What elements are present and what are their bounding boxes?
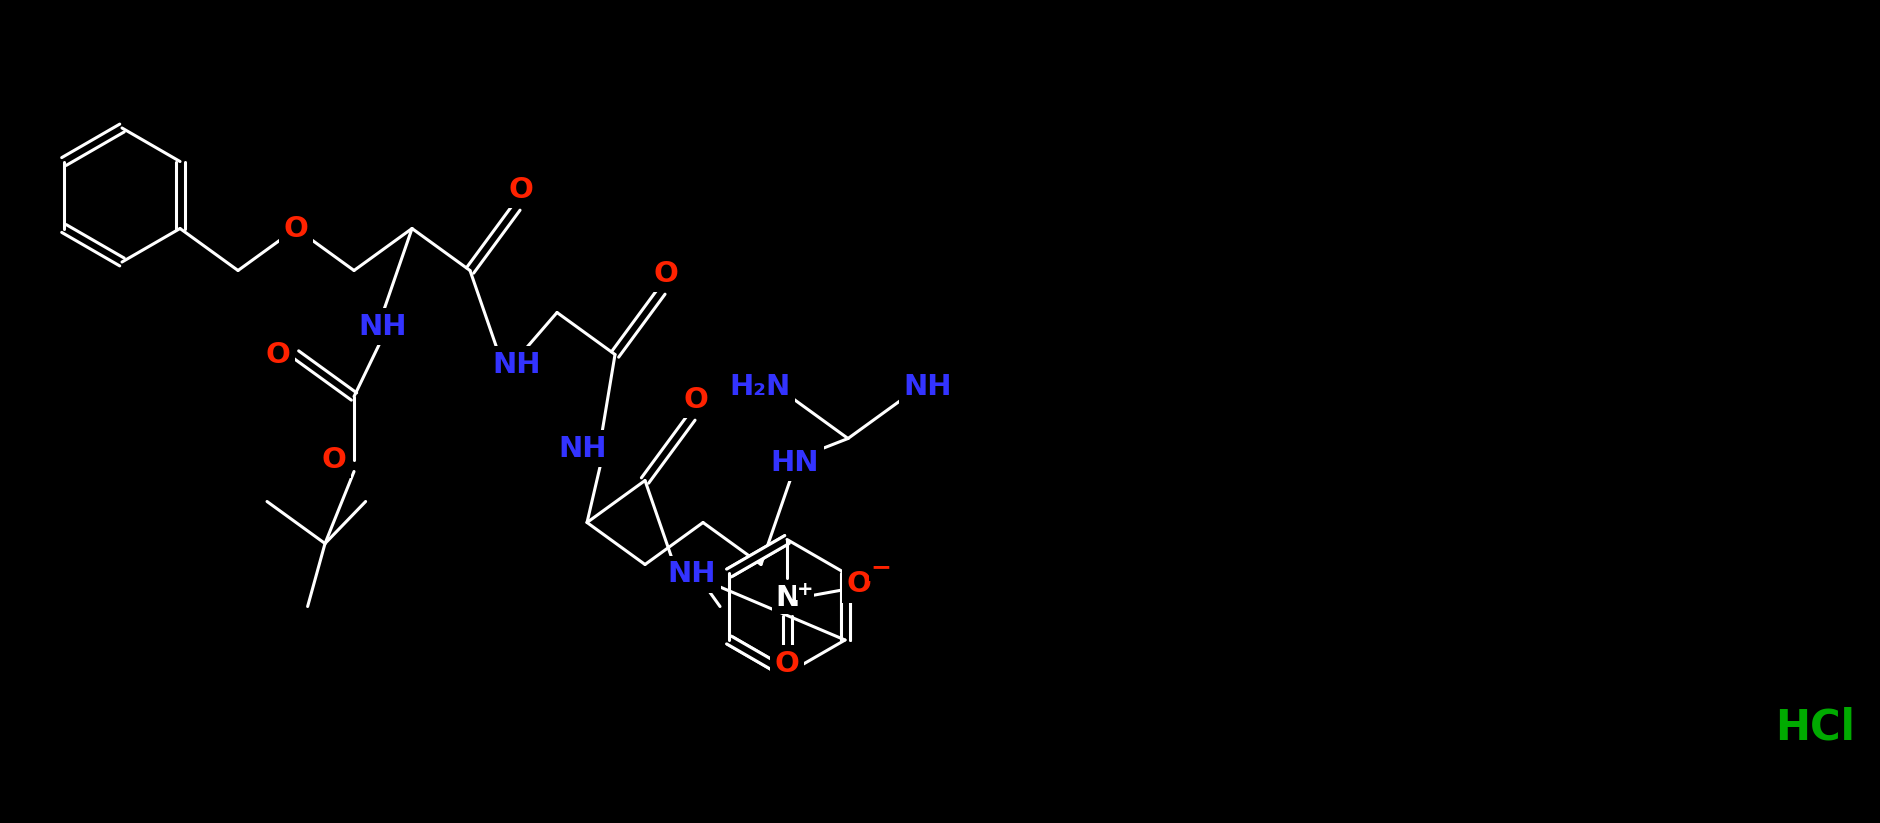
Text: NH: NH	[667, 560, 716, 588]
Text: +: +	[797, 580, 812, 599]
Text: O: O	[654, 259, 679, 287]
Text: O: O	[284, 215, 308, 243]
Text: NH: NH	[493, 351, 541, 379]
Text: NH: NH	[902, 373, 951, 401]
Text: O: O	[684, 385, 709, 413]
Text: HN: HN	[771, 449, 820, 477]
Text: N: N	[775, 584, 799, 611]
Text: O: O	[846, 570, 870, 598]
Text: −: −	[870, 556, 891, 579]
Text: NH: NH	[558, 435, 607, 463]
Text: NH: NH	[359, 313, 408, 341]
Text: O: O	[265, 341, 290, 369]
Text: O: O	[775, 649, 799, 677]
Text: O: O	[321, 445, 346, 473]
Text: HCl: HCl	[1775, 707, 1854, 749]
Text: H₂N: H₂N	[729, 373, 790, 401]
Text: O: O	[509, 175, 534, 203]
